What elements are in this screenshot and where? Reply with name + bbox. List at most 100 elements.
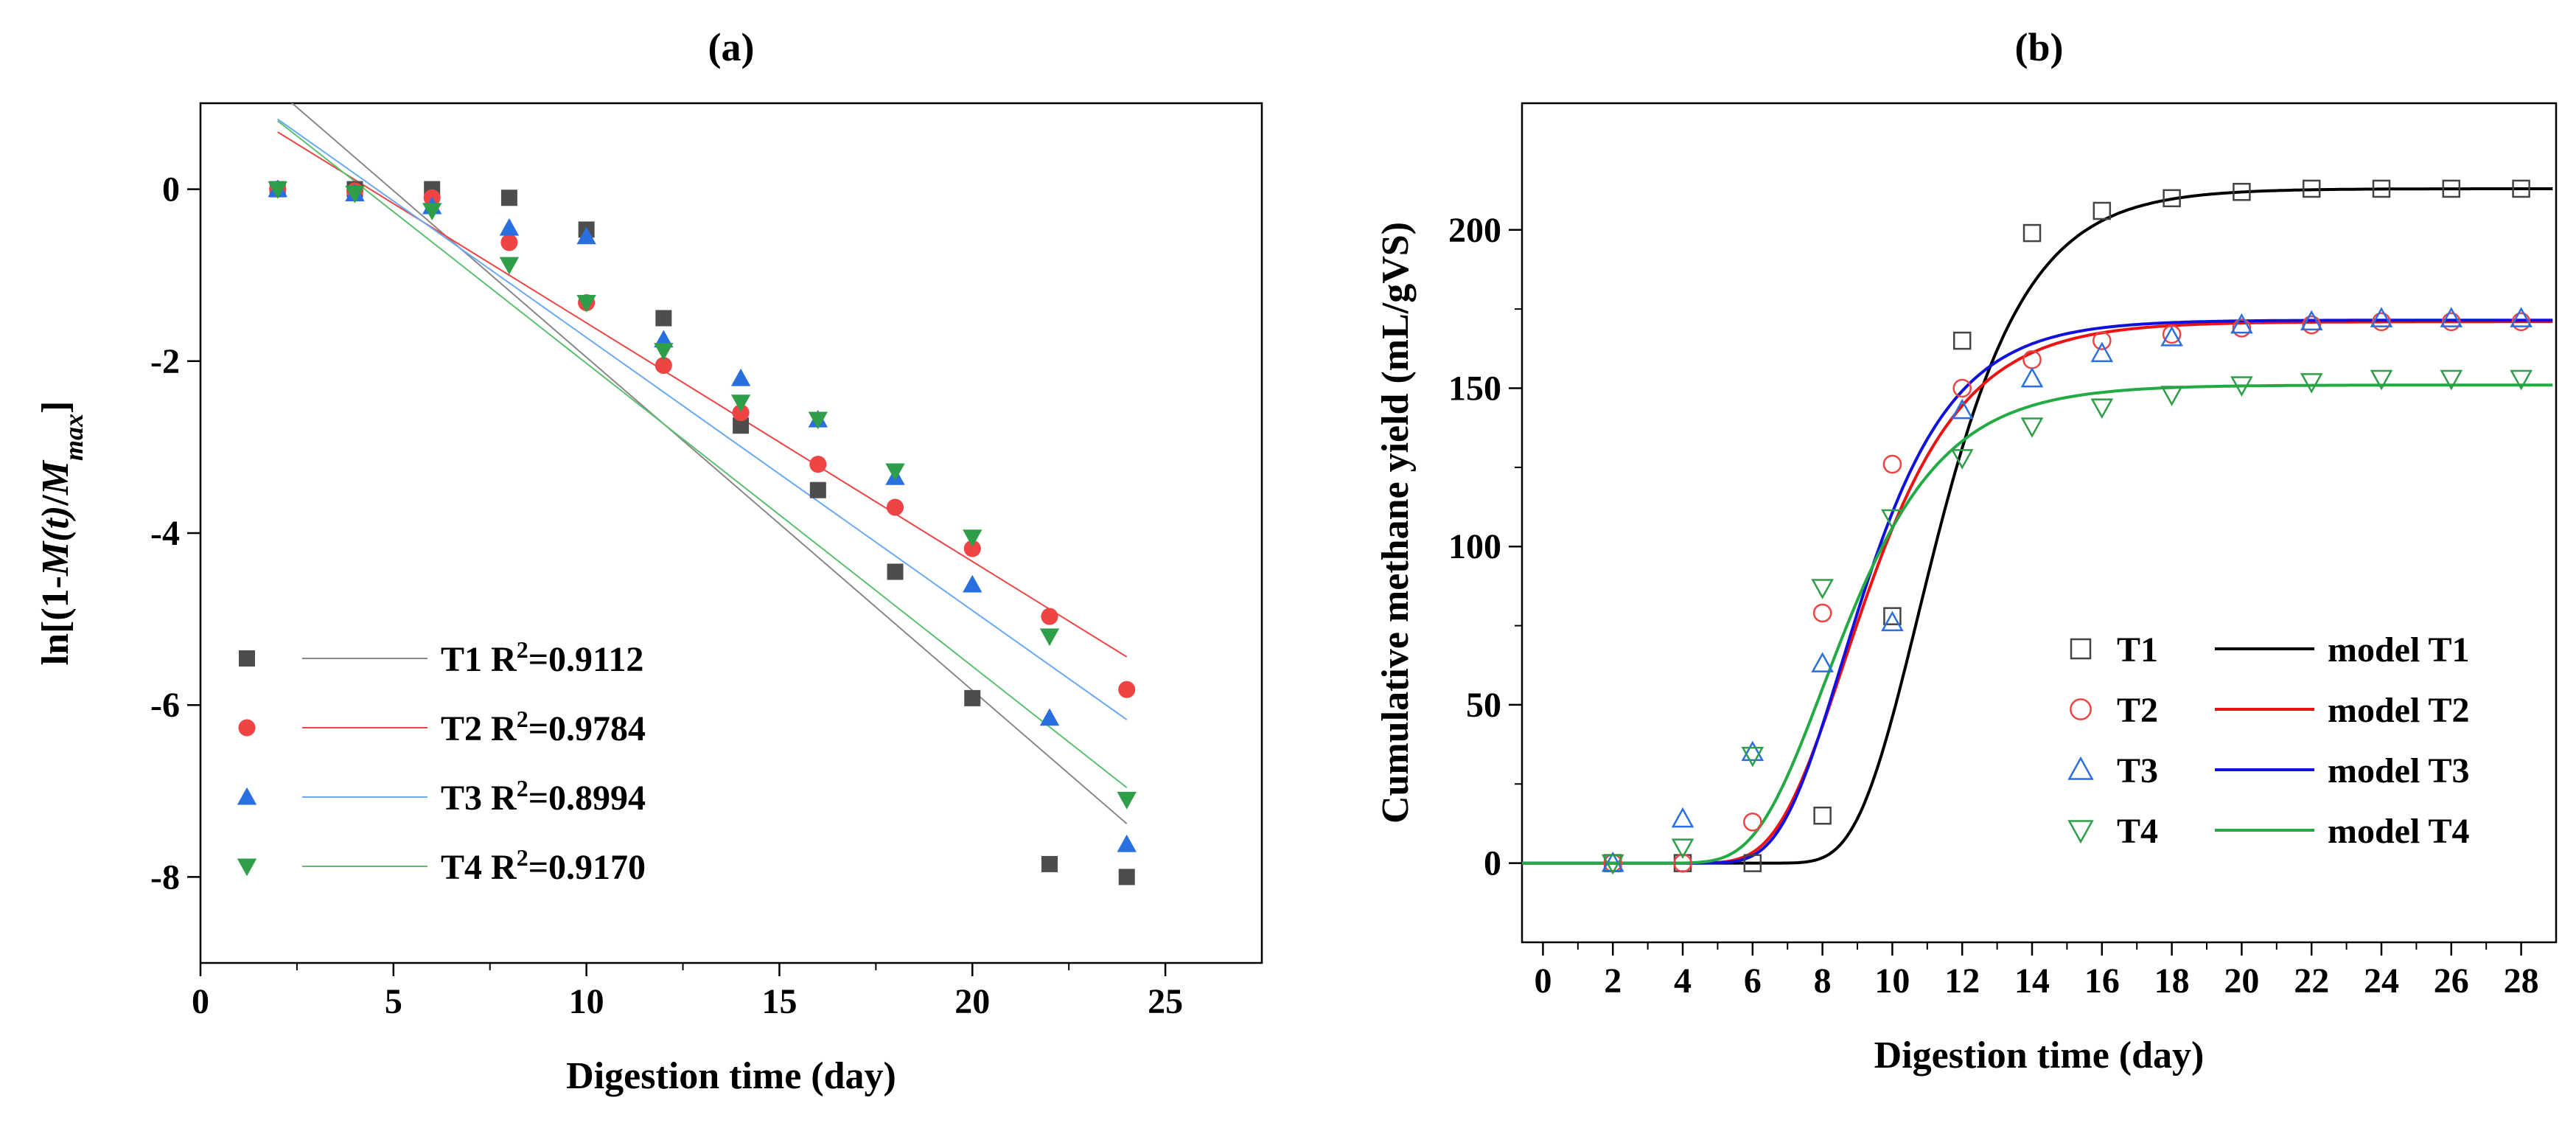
data-point: [1813, 806, 1832, 825]
x-tick-label: 22: [2294, 961, 2329, 1001]
data-point: [809, 456, 827, 473]
y-tick-label: 0: [162, 170, 180, 209]
panel-b: (b)0 2 4 6 8 10 12 14 16 18 20 22 24 26 28050100150200…: [1375, 25, 2558, 1076]
data-point: [2300, 310, 2323, 331]
data-point: [2440, 307, 2463, 327]
legend-marker-t1: [239, 650, 255, 667]
legend-label-t1: T1: [2117, 630, 2158, 669]
series-t4: [268, 181, 1137, 810]
fit-line-t4: [277, 120, 1128, 788]
y-axis-label: ln[(1-M(t)/Mmax]: [35, 401, 88, 666]
data-point: [345, 185, 365, 204]
data-point: [655, 310, 672, 327]
data-point: [2162, 324, 2182, 344]
legend-label-t4: T4: [2117, 812, 2158, 851]
x-tick-label: 26: [2434, 961, 2469, 1001]
legend: T1 R2=0.9112 T2 R2=0.9784 T3 R2=0.8994 T4 R…: [237, 636, 646, 887]
data-point: [500, 189, 517, 206]
data-point: [499, 257, 520, 275]
legend: T1 model T1 T2 model T2 T3 model T3 T4 model T4: [2067, 630, 2469, 851]
data-point: [887, 563, 904, 580]
data-point: [963, 574, 982, 593]
data-point: [1671, 807, 1694, 828]
x-tick-label: 4: [1674, 961, 1692, 1001]
data-point: [2232, 319, 2252, 338]
x-axis-label: Digestion time (day): [1874, 1034, 2205, 1076]
data-point: [1741, 740, 1765, 762]
data-point: [733, 417, 750, 434]
legend-label-model-t3: model T3: [2328, 751, 2469, 790]
data-point: [1952, 378, 1972, 398]
panel-title: (b): [2015, 25, 2064, 69]
data-point: [2300, 373, 2323, 394]
data-point: [2440, 369, 2463, 391]
legend-label-t2: T2 R2=0.9784: [441, 706, 646, 748]
data-point: [2020, 366, 2044, 388]
data-point: [2510, 307, 2533, 327]
y-tick-label: 150: [1448, 369, 1501, 408]
data-point: [885, 463, 905, 481]
x-tick-label: 0: [1534, 961, 1551, 1001]
x-tick-label: 24: [2364, 961, 2399, 1001]
y-tick-label: -2: [150, 342, 180, 381]
legend-marker-t1: [2070, 638, 2092, 660]
data-point: [1601, 851, 1624, 872]
legend-label-model-t2: model T2: [2328, 691, 2469, 730]
data-point: [1950, 398, 1974, 420]
data-point: [2020, 417, 2044, 438]
data-point: [2160, 386, 2183, 406]
series-t2: [269, 181, 1136, 698]
y-tick-label: -8: [150, 858, 180, 897]
data-point: [1118, 681, 1136, 698]
x-tick-label: 12: [1944, 961, 1980, 1001]
model-curve-t4: [1522, 383, 2553, 865]
data-point: [2442, 312, 2461, 332]
x-tick-label: 10: [569, 982, 604, 1021]
data-point: [2230, 376, 2253, 397]
x-tick-label: 8: [1814, 961, 1832, 1001]
data-point: [576, 294, 596, 313]
data-point: [1041, 608, 1058, 625]
fit-line-t2: [277, 131, 1128, 658]
series-t3: [1601, 307, 2533, 872]
data-point: [808, 411, 828, 430]
data-point: [1743, 854, 1762, 872]
x-tick-label: 16: [2084, 961, 2120, 1001]
x-tick-label: 10: [1874, 961, 1910, 1001]
legend-marker-t2: [238, 719, 256, 737]
data-point: [422, 203, 442, 220]
data-point: [1601, 854, 1624, 875]
data-point: [2370, 369, 2393, 391]
data-point: [1039, 628, 1060, 647]
fit-line-t3: [277, 118, 1128, 720]
x-tick-label: 5: [385, 982, 402, 1021]
model-curves: [1522, 187, 2553, 865]
data-point: [1039, 708, 1060, 726]
x-tick-label: 14: [2014, 961, 2050, 1001]
plot-frame: [199, 102, 1263, 964]
x-tick-label: 18: [2154, 961, 2190, 1001]
series-t3: [268, 179, 1137, 852]
data-point: [1673, 853, 1692, 873]
legend-label-t1: T1 R2=0.9112: [441, 636, 643, 679]
data-point: [2090, 341, 2114, 363]
data-point: [1882, 454, 1902, 474]
data-point: [500, 234, 518, 251]
data-point: [654, 343, 674, 361]
data-point: [964, 689, 981, 706]
data-point: [1881, 509, 1904, 530]
y-tick-label: -6: [150, 686, 180, 725]
data-point: [1671, 838, 1694, 859]
legend-marker-t3: [2067, 756, 2094, 780]
legend-label-model-t4: model T4: [2328, 812, 2469, 851]
data-point: [886, 498, 904, 516]
series-t4: [1601, 369, 2533, 875]
x-tick-label: 0: [192, 982, 209, 1021]
x-tick-label: 20: [954, 982, 990, 1021]
panel-title: (a): [708, 25, 755, 69]
x-tick-label: 25: [1148, 982, 1183, 1021]
y-axis-label: Cumulative methane yield (mL/gVS): [1375, 222, 1417, 824]
legend-marker-t4: [237, 858, 257, 877]
fit-lines: [277, 103, 1128, 824]
